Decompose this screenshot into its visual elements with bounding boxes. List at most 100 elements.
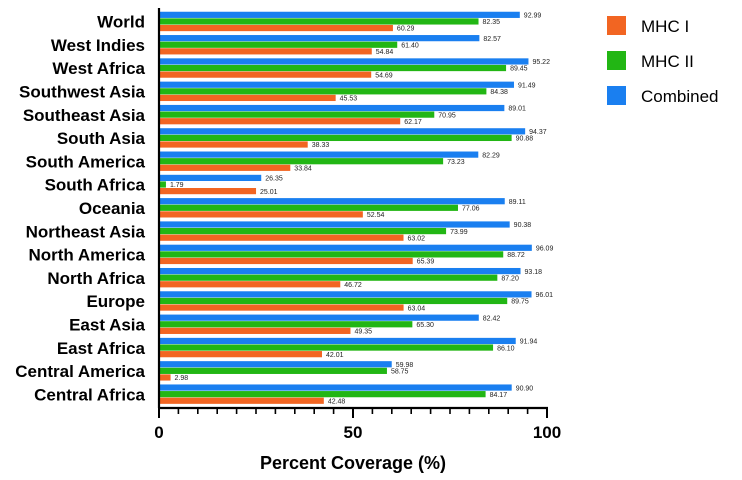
category-label: West Africa (52, 59, 145, 78)
bar-combined (159, 35, 480, 42)
x-tick-label: 50 (344, 423, 363, 442)
bar-mhc-i (159, 397, 324, 404)
bar-value-label: 95.22 (532, 59, 550, 66)
bar-value-label: 90.38 (514, 222, 532, 229)
bar-value-label: 59.98 (396, 362, 414, 369)
bar-value-label: 65.30 (416, 322, 434, 329)
bar-combined (159, 58, 529, 65)
bar-mhc-ii (159, 181, 166, 188)
bar-mhc-ii (159, 344, 494, 351)
category-label: Northeast Asia (26, 222, 146, 241)
bar-value-label: 65.39 (417, 259, 435, 266)
bar-value-label: 96.09 (536, 245, 554, 252)
category-label: Central Africa (34, 385, 145, 404)
bar-combined (159, 11, 520, 18)
legend-label: MHC II (641, 52, 694, 71)
bar-value-label: 84.17 (490, 392, 508, 399)
bar-value-label: 42.01 (326, 352, 344, 359)
bar-value-label: 88.72 (507, 252, 525, 259)
bar-mhc-ii (159, 297, 508, 305)
legend-label: Combined (641, 87, 719, 106)
category-label: Europe (86, 292, 145, 311)
bar-value-label: 42.48 (328, 398, 346, 405)
category-label: North America (28, 246, 145, 265)
category-label: North Africa (47, 269, 145, 288)
bar-value-label: 2.98 (175, 375, 189, 382)
category-label: Southwest Asia (19, 83, 145, 102)
bar-mhc-i (159, 281, 341, 288)
bar-value-label: 25.01 (260, 189, 278, 196)
bar-mhc-i (159, 234, 404, 241)
bar-value-label: 49.35 (354, 329, 372, 336)
bar-mhc-ii (159, 321, 413, 328)
bar-value-label: 96.01 (536, 292, 554, 299)
bar-value-label: 89.45 (510, 66, 528, 73)
category-label: East Asia (69, 315, 145, 334)
bar-value-label: 90.90 (516, 385, 534, 392)
bar-value-label: 46.72 (344, 282, 362, 289)
bar-value-label: 77.06 (462, 206, 480, 213)
bar-combined (159, 244, 532, 251)
bar-value-label: 84.38 (490, 89, 508, 96)
bar-mhc-i (159, 118, 401, 125)
bar-mhc-i (159, 48, 372, 55)
bar-value-label: 63.04 (408, 305, 426, 312)
bar-value-label: 63.02 (408, 235, 426, 242)
bar-mhc-ii (159, 367, 387, 374)
bar-mhc-ii (159, 88, 487, 95)
bar-combined (159, 198, 505, 205)
bar-value-label: 82.35 (483, 19, 501, 26)
bar-mhc-ii (159, 227, 447, 235)
bar-mhc-i (159, 304, 404, 311)
bar-value-label: 82.42 (483, 315, 501, 322)
bar-value-label: 60.29 (397, 26, 415, 33)
bar-mhc-ii (159, 391, 486, 398)
legend-label: MHC I (641, 17, 689, 36)
bar-mhc-i (159, 24, 393, 32)
bar-value-label: 92.99 (524, 13, 542, 20)
legend-swatch-mhc-ii (607, 51, 626, 70)
bar-combined (159, 128, 526, 135)
bar-value-label: 73.23 (447, 159, 465, 166)
bar-combined (159, 221, 510, 228)
bar-combined (159, 104, 505, 112)
bar-value-label: 91.49 (518, 82, 536, 89)
bar-value-label: 93.18 (525, 269, 543, 276)
category-labels: World West Indies West Africa Southwest Asi… (15, 13, 145, 405)
bar-value-label: 58.75 (391, 369, 409, 376)
bar-value-label: 73.99 (450, 229, 468, 236)
legend: MHC I MHC II Combined (607, 16, 719, 106)
category-label: South Asia (57, 129, 146, 148)
bar-mhc-ii (159, 134, 512, 142)
category-label: South Africa (45, 176, 146, 195)
bar-mhc-i (159, 141, 308, 148)
bar-combined (159, 81, 514, 88)
bar-value-label: 86.10 (497, 345, 515, 352)
bar-mhc-ii (159, 41, 398, 48)
x-tick-label: 0 (154, 423, 163, 442)
bar-mhc-ii (159, 64, 507, 72)
bar-combined (159, 151, 479, 158)
bar-value-label: 54.69 (375, 72, 393, 79)
bar-value-label: 38.33 (312, 142, 330, 149)
legend-swatch-mhc-i (607, 16, 626, 35)
bar-combined (159, 267, 521, 275)
bar-mhc-ii (159, 204, 458, 211)
category-label: Central America (15, 362, 145, 381)
bar-mhc-i (159, 188, 257, 195)
bar-mhc-i (159, 164, 291, 171)
axes-group: 0 50 100 (154, 8, 561, 442)
category-label: World (97, 13, 145, 32)
bar-value-label: 52.54 (367, 212, 385, 219)
bar-combined (159, 337, 516, 345)
bar-value-label: 89.11 (509, 199, 526, 206)
category-label: West Indies (51, 36, 145, 55)
bar-value-label: 26.35 (265, 176, 283, 183)
bar-combined (159, 384, 512, 391)
bar-combined (159, 361, 392, 368)
bar-mhc-i (159, 327, 351, 334)
bar-value-label: 1.79 (170, 182, 184, 189)
category-label: Southeast Asia (23, 106, 146, 125)
bar-value-label: 70.95 (438, 112, 456, 119)
